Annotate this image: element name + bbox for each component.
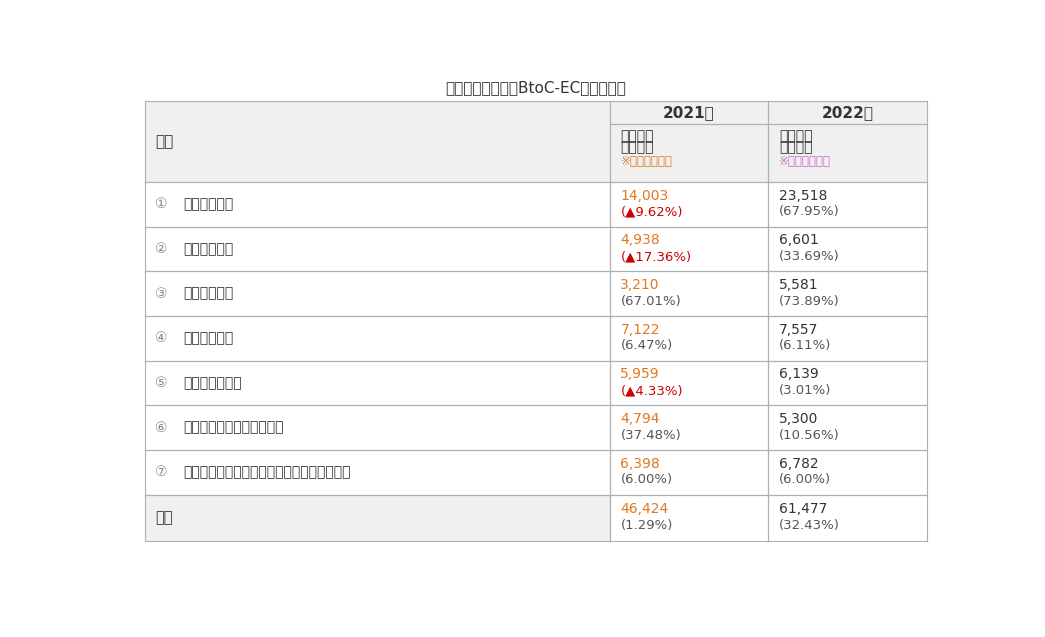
Text: (6.00%): (6.00%) (780, 473, 832, 487)
Bar (609, 182, 768, 227)
Bar (144, 316, 609, 361)
Bar (609, 101, 768, 124)
Text: 市場規模: 市場規模 (621, 129, 654, 143)
Text: （億円）: （億円） (621, 141, 654, 155)
Bar (768, 494, 927, 541)
Text: (73.89%): (73.89%) (780, 295, 840, 308)
Text: (33.69%): (33.69%) (780, 250, 840, 263)
Text: 金融サービス: 金融サービス (183, 331, 234, 345)
Text: (1.29%): (1.29%) (621, 519, 673, 532)
Bar (768, 227, 927, 271)
Bar (768, 124, 927, 182)
Bar (609, 450, 768, 494)
Text: (6.47%): (6.47%) (621, 340, 673, 352)
Text: (▲9.62%): (▲9.62%) (621, 206, 683, 218)
Text: 23,518: 23,518 (780, 189, 828, 203)
Bar (609, 124, 768, 182)
Text: 理美容サービス: 理美容サービス (183, 376, 242, 390)
Bar (768, 182, 927, 227)
Bar (768, 361, 927, 405)
Bar (768, 101, 927, 124)
Text: 5,581: 5,581 (780, 278, 819, 292)
Text: ①: ① (156, 197, 168, 211)
Text: 2022年: 2022年 (821, 105, 874, 120)
Text: 7,557: 7,557 (780, 323, 818, 337)
Text: フードデリバリーサービス: フードデリバリーサービス (183, 420, 284, 434)
Bar (609, 494, 768, 541)
Bar (768, 405, 927, 450)
Text: (67.95%): (67.95%) (780, 206, 840, 218)
Text: 14,003: 14,003 (621, 189, 669, 203)
Text: 4,938: 4,938 (621, 233, 660, 247)
Text: 市場規模: 市場規模 (780, 129, 813, 143)
Bar (609, 227, 768, 271)
Text: ④: ④ (156, 331, 168, 345)
Bar (144, 361, 609, 405)
Bar (609, 361, 768, 405)
Bar (144, 101, 609, 182)
Text: 6,782: 6,782 (780, 457, 819, 471)
Bar (768, 316, 927, 361)
Bar (609, 271, 768, 316)
Text: ⑤: ⑤ (156, 376, 168, 390)
Bar (609, 405, 768, 450)
Text: ※下段：前年比: ※下段：前年比 (621, 155, 672, 168)
Text: 5,959: 5,959 (621, 368, 660, 382)
Bar (144, 494, 609, 541)
Text: サービス系分野のBtoC-ECの市場規模: サービス系分野のBtoC-ECの市場規模 (445, 80, 626, 96)
Bar (144, 271, 609, 316)
Text: (3.01%): (3.01%) (780, 384, 832, 397)
Text: ※下段：前年比: ※下段：前年比 (780, 155, 831, 168)
Text: 5,300: 5,300 (780, 412, 818, 426)
Text: 46,424: 46,424 (621, 502, 669, 516)
Bar (768, 450, 927, 494)
Text: (10.56%): (10.56%) (780, 429, 840, 442)
Text: ⑦: ⑦ (156, 465, 168, 479)
Text: 6,398: 6,398 (621, 457, 660, 471)
Text: 61,477: 61,477 (780, 502, 828, 516)
Text: 6,139: 6,139 (780, 368, 819, 382)
Text: (37.48%): (37.48%) (621, 429, 681, 442)
Text: 2021年: 2021年 (664, 105, 715, 120)
Text: (67.01%): (67.01%) (621, 295, 681, 308)
Text: ③: ③ (156, 287, 168, 301)
Text: (32.43%): (32.43%) (780, 519, 840, 532)
Bar (144, 450, 609, 494)
Text: (6.11%): (6.11%) (780, 340, 832, 352)
Text: (6.00%): (6.00%) (621, 473, 673, 487)
Text: (▲4.33%): (▲4.33%) (621, 384, 683, 397)
Bar (609, 316, 768, 361)
Text: 7,122: 7,122 (621, 323, 660, 337)
Text: 旅行サービス: 旅行サービス (183, 197, 234, 211)
Text: 4,794: 4,794 (621, 412, 660, 426)
Text: 分類: 分類 (156, 134, 173, 149)
Text: チケット販売: チケット販売 (183, 287, 234, 301)
Text: 6,601: 6,601 (780, 233, 819, 247)
Bar (768, 271, 927, 316)
Text: ⑥: ⑥ (156, 420, 168, 434)
Text: その他　（医療、保険、住居関連、教育等）: その他 （医療、保険、住居関連、教育等） (183, 465, 351, 479)
Text: ②: ② (156, 242, 168, 256)
Bar (144, 182, 609, 227)
Bar (144, 227, 609, 271)
Bar (144, 405, 609, 450)
Text: (▲17.36%): (▲17.36%) (621, 250, 692, 263)
Text: 飲食サービス: 飲食サービス (183, 242, 234, 256)
Text: （億円）: （億円） (780, 141, 813, 155)
Text: 合計: 合計 (156, 510, 172, 525)
Text: 3,210: 3,210 (621, 278, 660, 292)
